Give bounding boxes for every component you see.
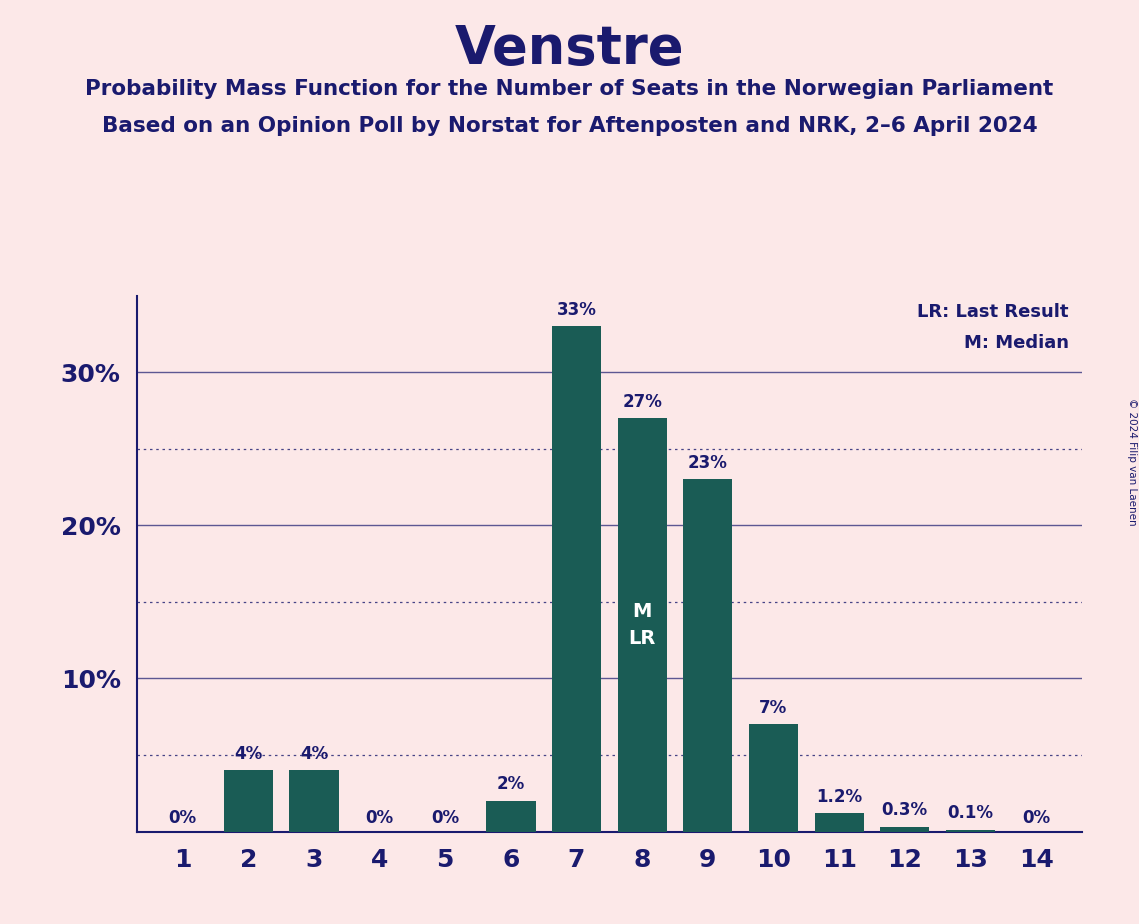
Text: 0%: 0% — [169, 809, 197, 827]
Text: 7%: 7% — [760, 699, 787, 717]
Text: 23%: 23% — [688, 454, 728, 472]
Bar — [289, 771, 338, 832]
Bar — [552, 326, 601, 832]
Bar — [486, 801, 535, 832]
Text: Venstre: Venstre — [454, 23, 685, 75]
Text: Probability Mass Function for the Number of Seats in the Norwegian Parliament: Probability Mass Function for the Number… — [85, 79, 1054, 99]
Text: M: Median: M: Median — [964, 334, 1068, 352]
Text: M
LR: M LR — [629, 602, 656, 648]
Text: 0.1%: 0.1% — [948, 805, 993, 822]
Text: © 2024 Filip van Laenen: © 2024 Filip van Laenen — [1126, 398, 1137, 526]
Text: 0%: 0% — [366, 809, 394, 827]
Text: 2%: 2% — [497, 775, 525, 794]
Text: 1.2%: 1.2% — [816, 787, 862, 806]
Bar — [683, 480, 732, 832]
Text: 0%: 0% — [1022, 809, 1050, 827]
Text: 4%: 4% — [300, 745, 328, 762]
Text: 0.3%: 0.3% — [882, 801, 928, 820]
Text: 0%: 0% — [432, 809, 459, 827]
Bar — [748, 724, 798, 832]
Text: Based on an Opinion Poll by Norstat for Aftenposten and NRK, 2–6 April 2024: Based on an Opinion Poll by Norstat for … — [101, 116, 1038, 136]
Text: 27%: 27% — [622, 393, 662, 410]
Text: 4%: 4% — [235, 745, 262, 762]
Bar — [223, 771, 273, 832]
Bar — [617, 419, 666, 832]
Text: 33%: 33% — [557, 300, 597, 319]
Bar — [814, 813, 863, 832]
Bar — [880, 827, 929, 832]
Text: LR: Last Result: LR: Last Result — [917, 303, 1068, 322]
Bar — [945, 830, 995, 832]
